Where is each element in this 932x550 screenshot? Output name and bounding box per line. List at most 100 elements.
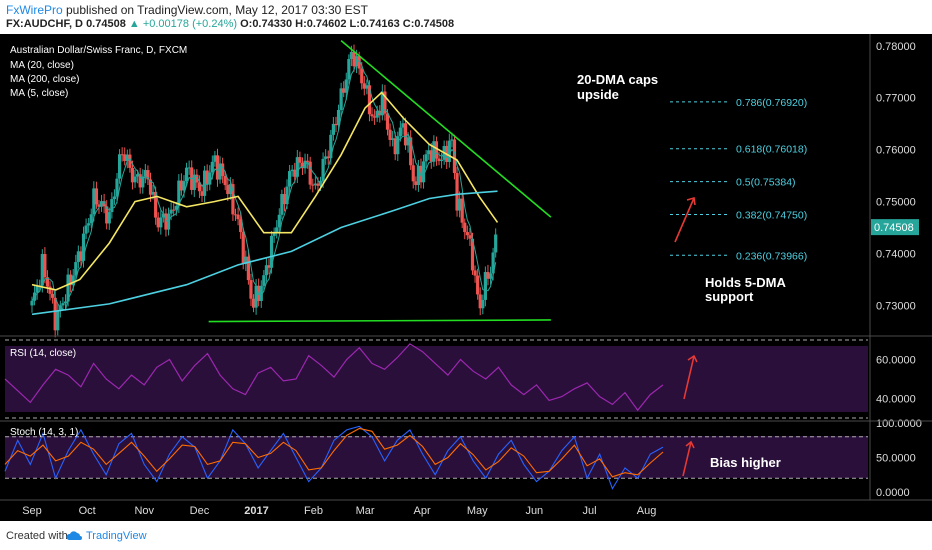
publish-line: FxWirePro published on TradingView.com, … [6,3,368,17]
candle-body [43,254,47,278]
candle-body [298,157,302,163]
rsi-band [5,346,868,412]
candle-body [370,114,374,117]
candle-body [128,154,132,168]
candle-body [87,223,91,226]
candle-body [280,194,284,215]
stoch-k-line [4,425,664,490]
candle-body [463,222,467,233]
x-tick-label: Sep [22,505,42,517]
candle-body [476,275,480,295]
candle-body [344,79,348,93]
arrow-price-up [674,196,696,243]
price-tick-label: 0.78000 [876,41,916,53]
candle-body [179,180,184,191]
candle-body [138,174,142,188]
candle-body [130,167,135,183]
legend-ma5[interactable]: MA (5, close) [10,88,68,99]
candle-body [197,182,202,192]
candle-body [228,184,232,195]
chart-header: FxWirePro published on TradingView.com, … [0,0,932,34]
x-tick-label: Oct [79,505,96,517]
candle-body [375,110,379,118]
candle-body [403,123,408,146]
candle-body [316,183,320,186]
trendline-resistance [340,39,552,218]
candle-body [311,184,315,186]
candle-body [53,297,57,331]
candle-body [357,56,361,69]
candle-body [208,172,212,185]
candle-body [378,110,382,116]
x-tick-label: Mar [356,505,375,517]
candle-body [308,161,312,185]
candle-body [324,156,328,159]
candle-body [244,256,248,264]
annotation-holds-line2: support [705,289,754,304]
candle-body [249,280,253,299]
candle-body [306,160,310,162]
candle-body [45,277,50,287]
candle-body [200,191,204,196]
rsi-tick-label: 40.0000 [876,394,916,406]
candle-body [470,238,475,271]
candle-body [488,273,493,279]
legend-ma200[interactable]: MA (200, close) [10,74,79,85]
candle-body [419,165,423,183]
candle-body [383,91,387,114]
candle-body [385,113,390,130]
candle-body [97,204,101,207]
candle-body [259,285,263,301]
candle-body [120,154,124,156]
candle-body [473,270,477,276]
candle-body [231,184,235,215]
candle-body [172,209,176,211]
candle-body [491,252,495,274]
chart-canvas[interactable]: 0.786(0.76920) 0.618(0.76018) 0.5(0.75384)… [0,34,932,521]
candle-body [277,214,281,228]
annotation-caps-line1: 20-DMA caps [577,72,658,87]
candle-body [429,150,433,162]
stoch-tick-label: 0.0000 [876,487,910,499]
candle-body [223,175,227,186]
candle-body [159,217,163,228]
candle-body [362,83,366,89]
candle-body [295,157,299,177]
candle-body [239,219,243,233]
candle-body [112,196,117,200]
candle-body [246,256,250,281]
candle-body [321,158,325,181]
candle-body [354,56,359,67]
candle-body [169,209,173,214]
annotation-holds-line1: Holds 5-DMA [705,275,787,290]
legend-ma20[interactable]: MA (20, close) [10,60,74,71]
candle-body [391,138,395,140]
candle-body [342,88,346,93]
trendline-support [208,319,551,323]
candle-body [437,158,441,162]
annotation-caps-line2: upside [577,87,619,102]
candle-body [494,234,498,253]
candle-body [269,235,274,268]
price-tick-label: 0.76000 [876,145,916,157]
candle-body [74,262,78,276]
candle-body [313,183,317,186]
candle-body [262,275,266,286]
candle-body [69,274,73,286]
candle-body [136,174,140,177]
candle-body [107,212,111,224]
tradingview-cloud-icon[interactable] [66,530,82,542]
author-link[interactable]: FxWirePro [6,3,63,17]
candle-body [236,214,240,220]
tradingview-link[interactable]: TradingView [86,530,147,542]
fib-level-label: 0.5(0.75384) [736,177,796,189]
candle-body [460,198,464,223]
candle-body [393,138,397,155]
candle-body [61,303,65,306]
candle-body [347,59,351,80]
candle-body [465,232,469,236]
candle-body [339,88,343,110]
candle-body [414,181,418,186]
candle-body [483,272,487,300]
oscillator-panes: RSI (14, close) Stoch (14, 3, 1) [4,339,868,490]
